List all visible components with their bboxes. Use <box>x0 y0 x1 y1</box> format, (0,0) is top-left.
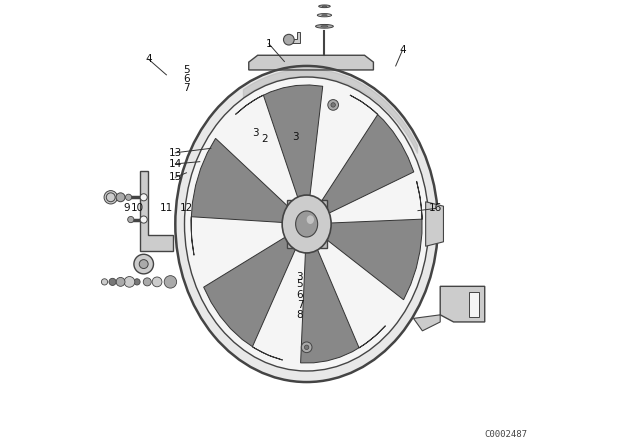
Bar <box>287 199 326 249</box>
Circle shape <box>127 216 134 223</box>
Polygon shape <box>287 32 300 43</box>
Text: 2: 2 <box>261 134 268 144</box>
Text: 13: 13 <box>169 148 182 158</box>
Polygon shape <box>440 286 484 322</box>
Circle shape <box>328 99 339 110</box>
Text: 7: 7 <box>297 301 303 310</box>
Text: 12: 12 <box>180 203 193 213</box>
Text: 5: 5 <box>297 279 303 289</box>
Ellipse shape <box>296 211 317 237</box>
Circle shape <box>124 276 135 287</box>
Ellipse shape <box>316 25 333 28</box>
Circle shape <box>116 277 125 286</box>
Text: 16: 16 <box>429 203 442 213</box>
Polygon shape <box>313 181 422 300</box>
Circle shape <box>331 103 335 107</box>
Circle shape <box>134 279 140 285</box>
Circle shape <box>301 342 312 353</box>
Text: 14: 14 <box>169 159 182 169</box>
Circle shape <box>101 279 108 285</box>
Circle shape <box>164 276 177 288</box>
Polygon shape <box>301 233 385 363</box>
Circle shape <box>140 260 148 268</box>
Text: 3: 3 <box>292 132 299 142</box>
Text: 4: 4 <box>399 45 406 56</box>
Text: 6: 6 <box>297 290 303 300</box>
Circle shape <box>134 254 154 274</box>
Polygon shape <box>312 95 414 222</box>
Text: 4: 4 <box>145 54 152 64</box>
Polygon shape <box>426 202 444 246</box>
Text: C0002487: C0002487 <box>484 430 527 439</box>
Circle shape <box>116 193 125 202</box>
Polygon shape <box>140 171 173 251</box>
Circle shape <box>152 277 162 287</box>
Polygon shape <box>413 315 440 331</box>
Ellipse shape <box>322 6 327 7</box>
Text: 6: 6 <box>183 74 189 84</box>
Ellipse shape <box>317 13 332 17</box>
Ellipse shape <box>282 195 331 253</box>
Polygon shape <box>236 85 323 214</box>
Text: 7: 7 <box>183 83 189 93</box>
Circle shape <box>143 278 151 286</box>
Ellipse shape <box>321 26 328 27</box>
Ellipse shape <box>322 14 327 16</box>
Polygon shape <box>249 55 373 70</box>
Polygon shape <box>191 138 301 255</box>
Text: 3: 3 <box>252 128 259 138</box>
Text: 15: 15 <box>169 172 182 182</box>
Text: 3: 3 <box>297 272 303 282</box>
Text: 11: 11 <box>160 203 173 213</box>
Ellipse shape <box>319 5 330 8</box>
Circle shape <box>305 345 309 349</box>
Polygon shape <box>204 227 303 360</box>
Circle shape <box>104 190 117 204</box>
Circle shape <box>109 278 116 285</box>
Text: 1: 1 <box>266 39 272 49</box>
Circle shape <box>140 194 147 201</box>
Circle shape <box>125 194 132 200</box>
Circle shape <box>284 34 294 45</box>
Ellipse shape <box>307 215 314 224</box>
Text: 8: 8 <box>297 310 303 320</box>
Text: 5: 5 <box>183 65 189 75</box>
Circle shape <box>106 193 115 202</box>
Text: 9: 9 <box>123 203 130 213</box>
Ellipse shape <box>175 66 438 382</box>
Bar <box>469 292 479 317</box>
Ellipse shape <box>184 77 429 371</box>
Circle shape <box>140 216 147 223</box>
Text: 10: 10 <box>131 203 144 213</box>
